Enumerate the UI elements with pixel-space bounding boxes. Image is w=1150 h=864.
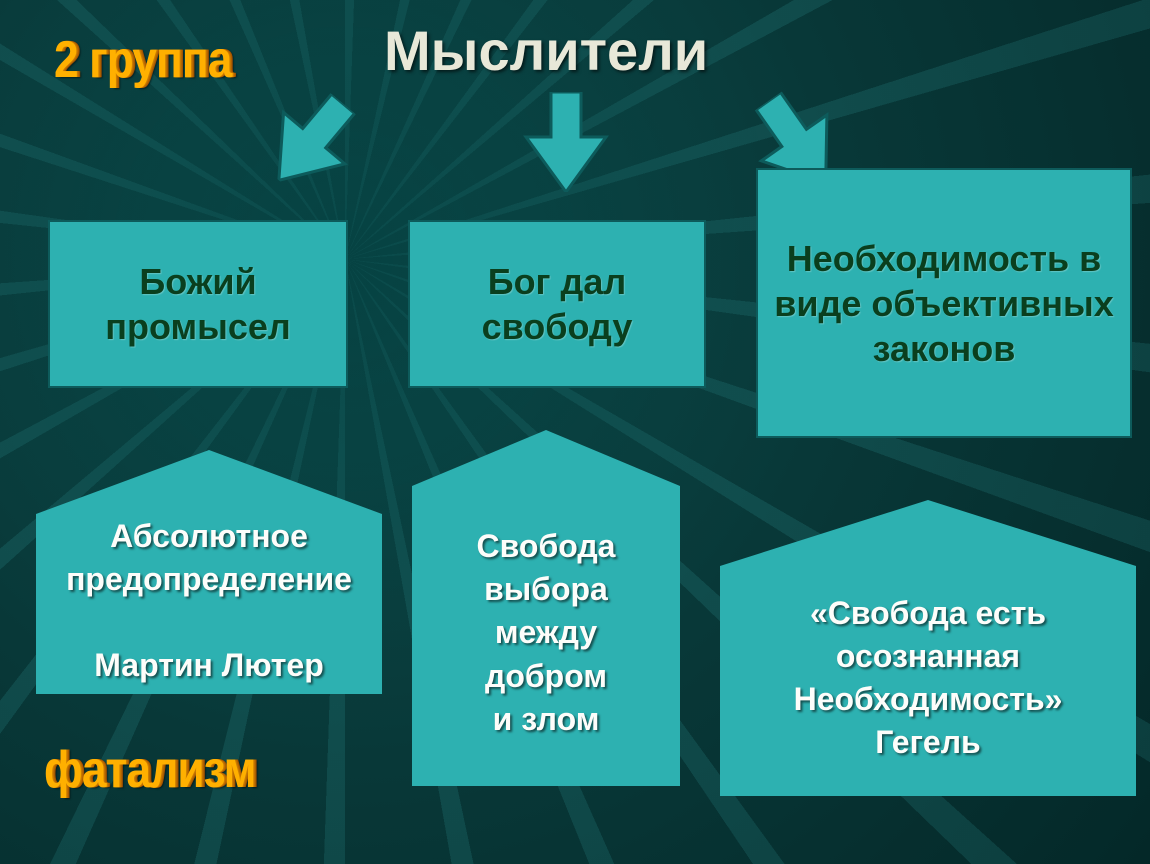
concept-box-b1: Божий промысел xyxy=(48,220,348,388)
concept-box-b2: Бог дал свободу xyxy=(408,220,706,388)
annotation-p3: «Свобода естьосознаннаяНеобходимость»Гег… xyxy=(720,500,1136,796)
annotation-p1: Абсолютноепредопределение Мартин Лютер xyxy=(36,450,382,694)
concept-box-b3: Необходимость в виде объективных законов xyxy=(756,168,1132,438)
group-tag: 2 группа xyxy=(54,30,231,90)
annotation-p2: Свободавыборамеждудоброми злом xyxy=(412,430,680,786)
page-title: Мыслители xyxy=(384,18,708,83)
fatalism-tag: фатализм xyxy=(44,740,256,800)
arrow-2 xyxy=(516,92,616,192)
